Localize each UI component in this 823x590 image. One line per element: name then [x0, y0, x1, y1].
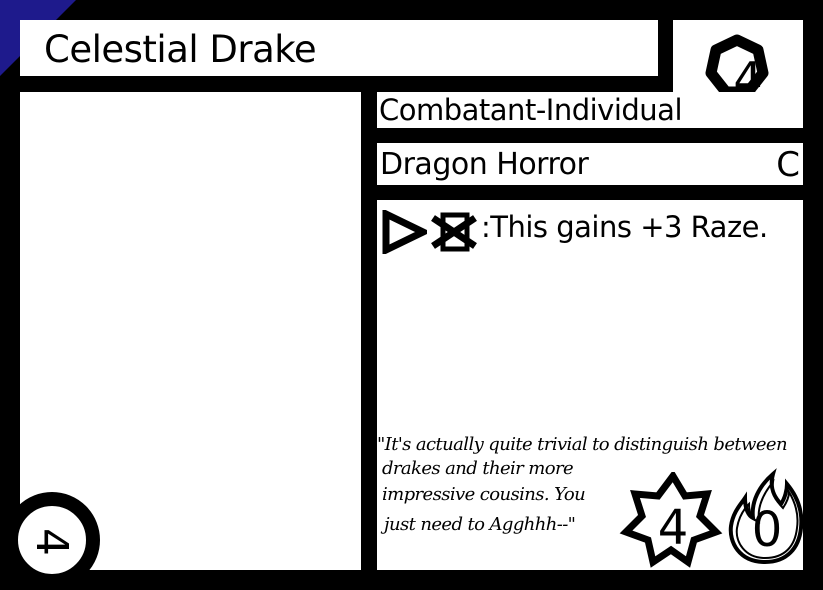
ability-text: :This gains +3 Raze.: [481, 210, 768, 244]
raze-flame-icon: 0: [728, 468, 804, 565]
crossed-square-icon: [431, 212, 477, 252]
raze-value: 0: [752, 502, 783, 558]
corner-value: 4: [26, 528, 77, 556]
flavor-line: drakes and their more: [382, 458, 574, 479]
subtype-box: Dragon Horror C: [377, 143, 803, 185]
flavor-line: just need to Agghhh--": [384, 514, 576, 535]
power-value: 4: [658, 500, 689, 556]
subtypes: Dragon Horror: [380, 147, 589, 182]
card-name-box: Celestial Drake: [20, 20, 658, 76]
flavor-line: impressive cousins. You: [382, 484, 586, 505]
card-type: Combatant-Individual: [379, 93, 683, 127]
corner-circle: 4: [4, 492, 100, 588]
card-type-box: Combatant-Individual: [377, 92, 803, 128]
art-box: 4: [4, 92, 361, 588]
card-name: Celestial Drake: [44, 28, 317, 71]
cost-heptagon-icon: 4: [705, 34, 769, 106]
play-arrow-icon: [382, 210, 427, 254]
power-star-icon: 4: [619, 472, 723, 568]
rules-text-box: :This gains +3 Raze. "It's actually quit…: [377, 200, 804, 570]
rarity: C: [776, 145, 800, 185]
flavor-line: "It's actually quite trivial to distingu…: [377, 434, 788, 455]
